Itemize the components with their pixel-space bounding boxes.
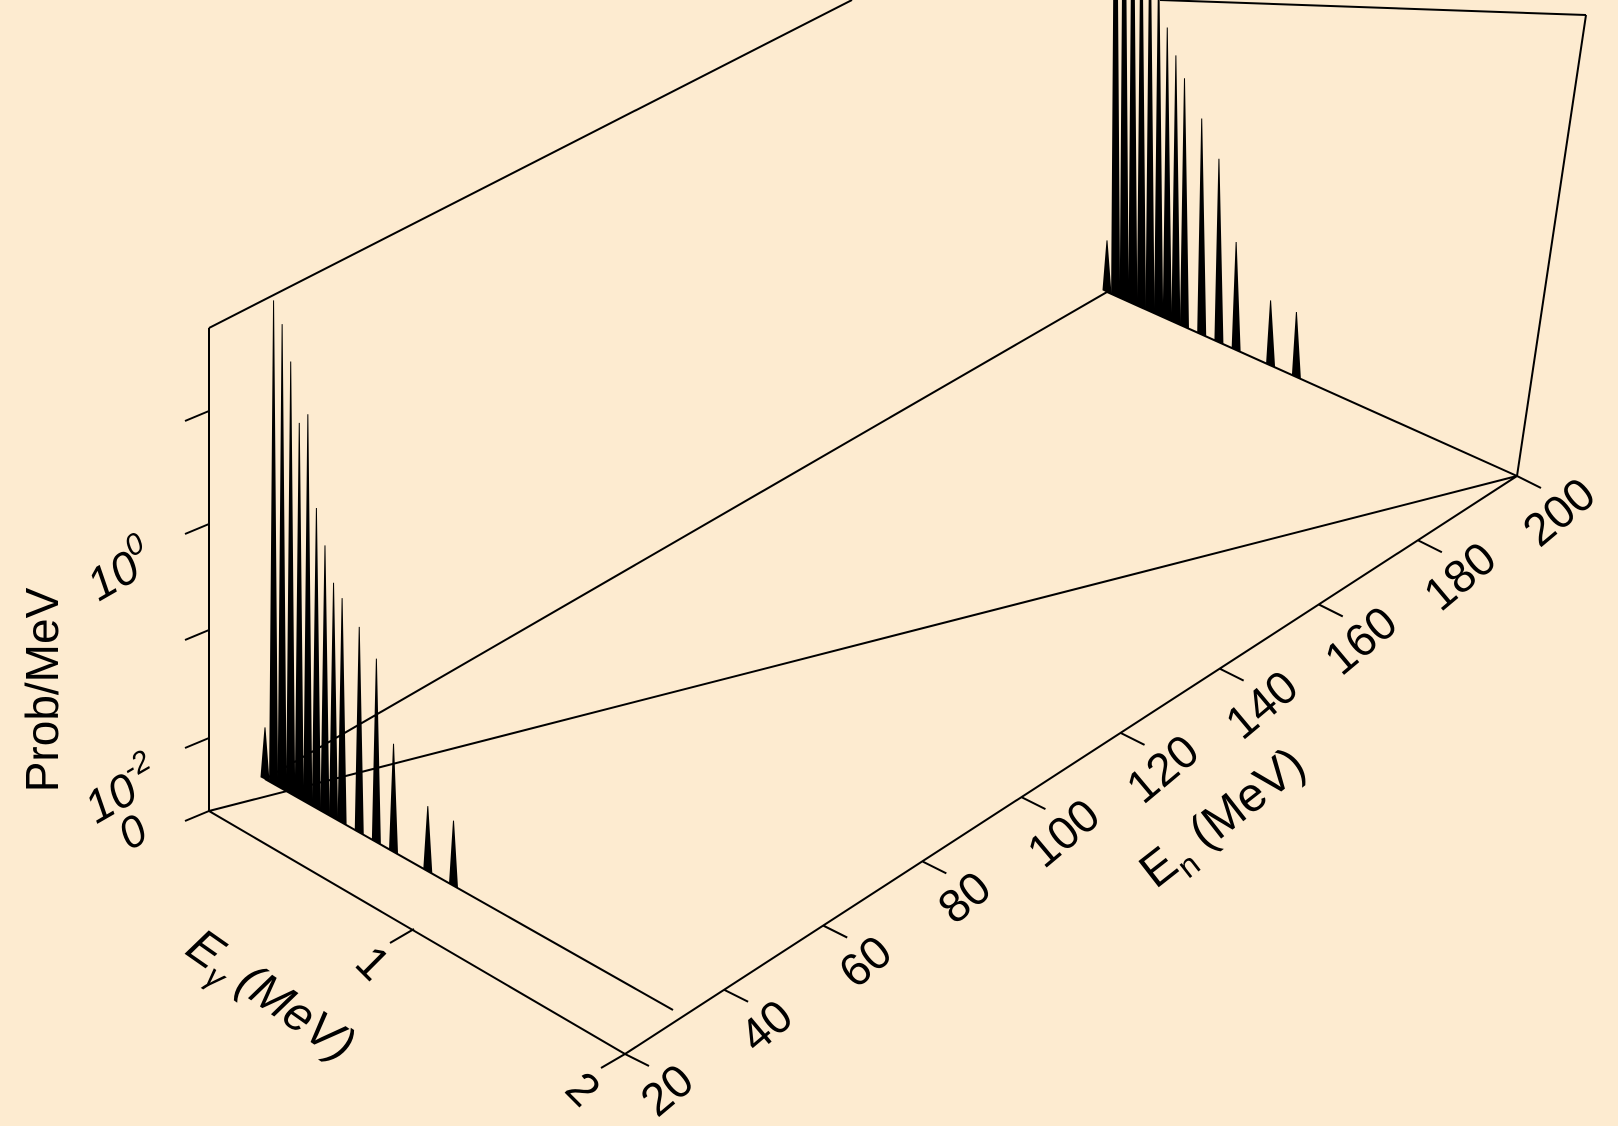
spectrum-spike — [1214, 158, 1224, 346]
z-axis-ticks — [184, 410, 210, 822]
back-top-edge — [208, 0, 853, 329]
spectrum-spike — [1111, 0, 1121, 299]
en-tick — [1219, 667, 1245, 682]
en-tick — [723, 988, 749, 1003]
en-tick-label: 80 — [928, 861, 1001, 934]
z-tick-label-1e-2: 10-2 — [72, 744, 169, 833]
center-ridge-line — [264, 291, 1108, 780]
spectrum-spike — [371, 658, 381, 845]
spectrum-spike — [277, 324, 287, 792]
spectrum-spike — [1179, 78, 1190, 330]
spectrum-spike — [294, 422, 304, 802]
egamma-tick-1 — [389, 928, 415, 944]
egamma-axis-ticks — [389, 928, 626, 1069]
spectrum-spike — [1197, 118, 1207, 338]
z-tick-major — [184, 523, 210, 535]
spectrum-spike — [1291, 311, 1301, 380]
spectrum-spike — [329, 582, 339, 821]
back-right-edge — [1516, 14, 1587, 477]
spectrum-spike — [423, 806, 433, 875]
z-tick-minor — [184, 410, 210, 422]
en-tick — [921, 860, 947, 875]
spectrum-spike — [1162, 27, 1172, 322]
en-tick-label: 20 — [630, 1053, 703, 1121]
z-tick-label-1e0: 100 — [75, 526, 163, 610]
spectrum-spike — [337, 598, 347, 826]
spectrum-spike — [448, 820, 459, 889]
en-tick — [624, 1053, 650, 1067]
z-tick-major — [184, 737, 210, 749]
en-axis-line — [624, 475, 1518, 1055]
spectrum-spike — [1266, 300, 1276, 369]
spectrum-spike — [320, 545, 330, 816]
spectrum-spike — [269, 300, 279, 787]
spectrum-spike — [303, 414, 313, 807]
spectrum-spike — [1154, 0, 1164, 318]
spectrum-spike — [311, 508, 321, 811]
spectrum-spike — [260, 727, 270, 782]
spectrum-spike — [1128, 0, 1138, 307]
en-tick — [822, 924, 848, 939]
spectrum-spike — [1145, 0, 1155, 315]
spectrum-spike — [286, 361, 296, 797]
back-top-right-edge — [1159, 0, 1587, 16]
en-tick — [1318, 603, 1344, 618]
egamma-tick-2 — [600, 1053, 626, 1069]
spectrum-spikes — [260, 0, 1301, 889]
egamma-tick-label-2: 2 — [556, 1061, 611, 1116]
en-tick — [1120, 731, 1146, 746]
spectrum-spike — [1119, 0, 1129, 303]
spectrum-spike — [1231, 241, 1241, 353]
egamma-tick-label-1: 1 — [346, 935, 401, 990]
en-tick — [1020, 796, 1046, 811]
z-tick-labels: 0 10-2 100 — [72, 526, 169, 859]
spectrum-spike — [1171, 55, 1181, 326]
en-tick-label: 60 — [829, 925, 902, 998]
floor-left-edge — [208, 810, 626, 1055]
egamma-axis-label: Eγ (MeV) — [172, 919, 364, 1079]
en-tick — [1417, 539, 1443, 554]
spectrum-spike — [389, 743, 399, 855]
floor-back-edge — [208, 475, 1518, 812]
spectrum-spike — [1102, 240, 1112, 295]
en-tick-label: 40 — [730, 989, 803, 1062]
z-axis-label: Prob/MeV — [16, 587, 68, 792]
spectrum-spike — [1136, 0, 1146, 311]
box-frame — [208, 0, 1587, 1055]
z-tick-major — [184, 810, 210, 822]
en-axis-ticks — [624, 475, 1542, 1067]
en-tick — [1516, 475, 1542, 489]
z-tick-minor — [184, 629, 210, 641]
spectrum-spike — [354, 626, 364, 836]
